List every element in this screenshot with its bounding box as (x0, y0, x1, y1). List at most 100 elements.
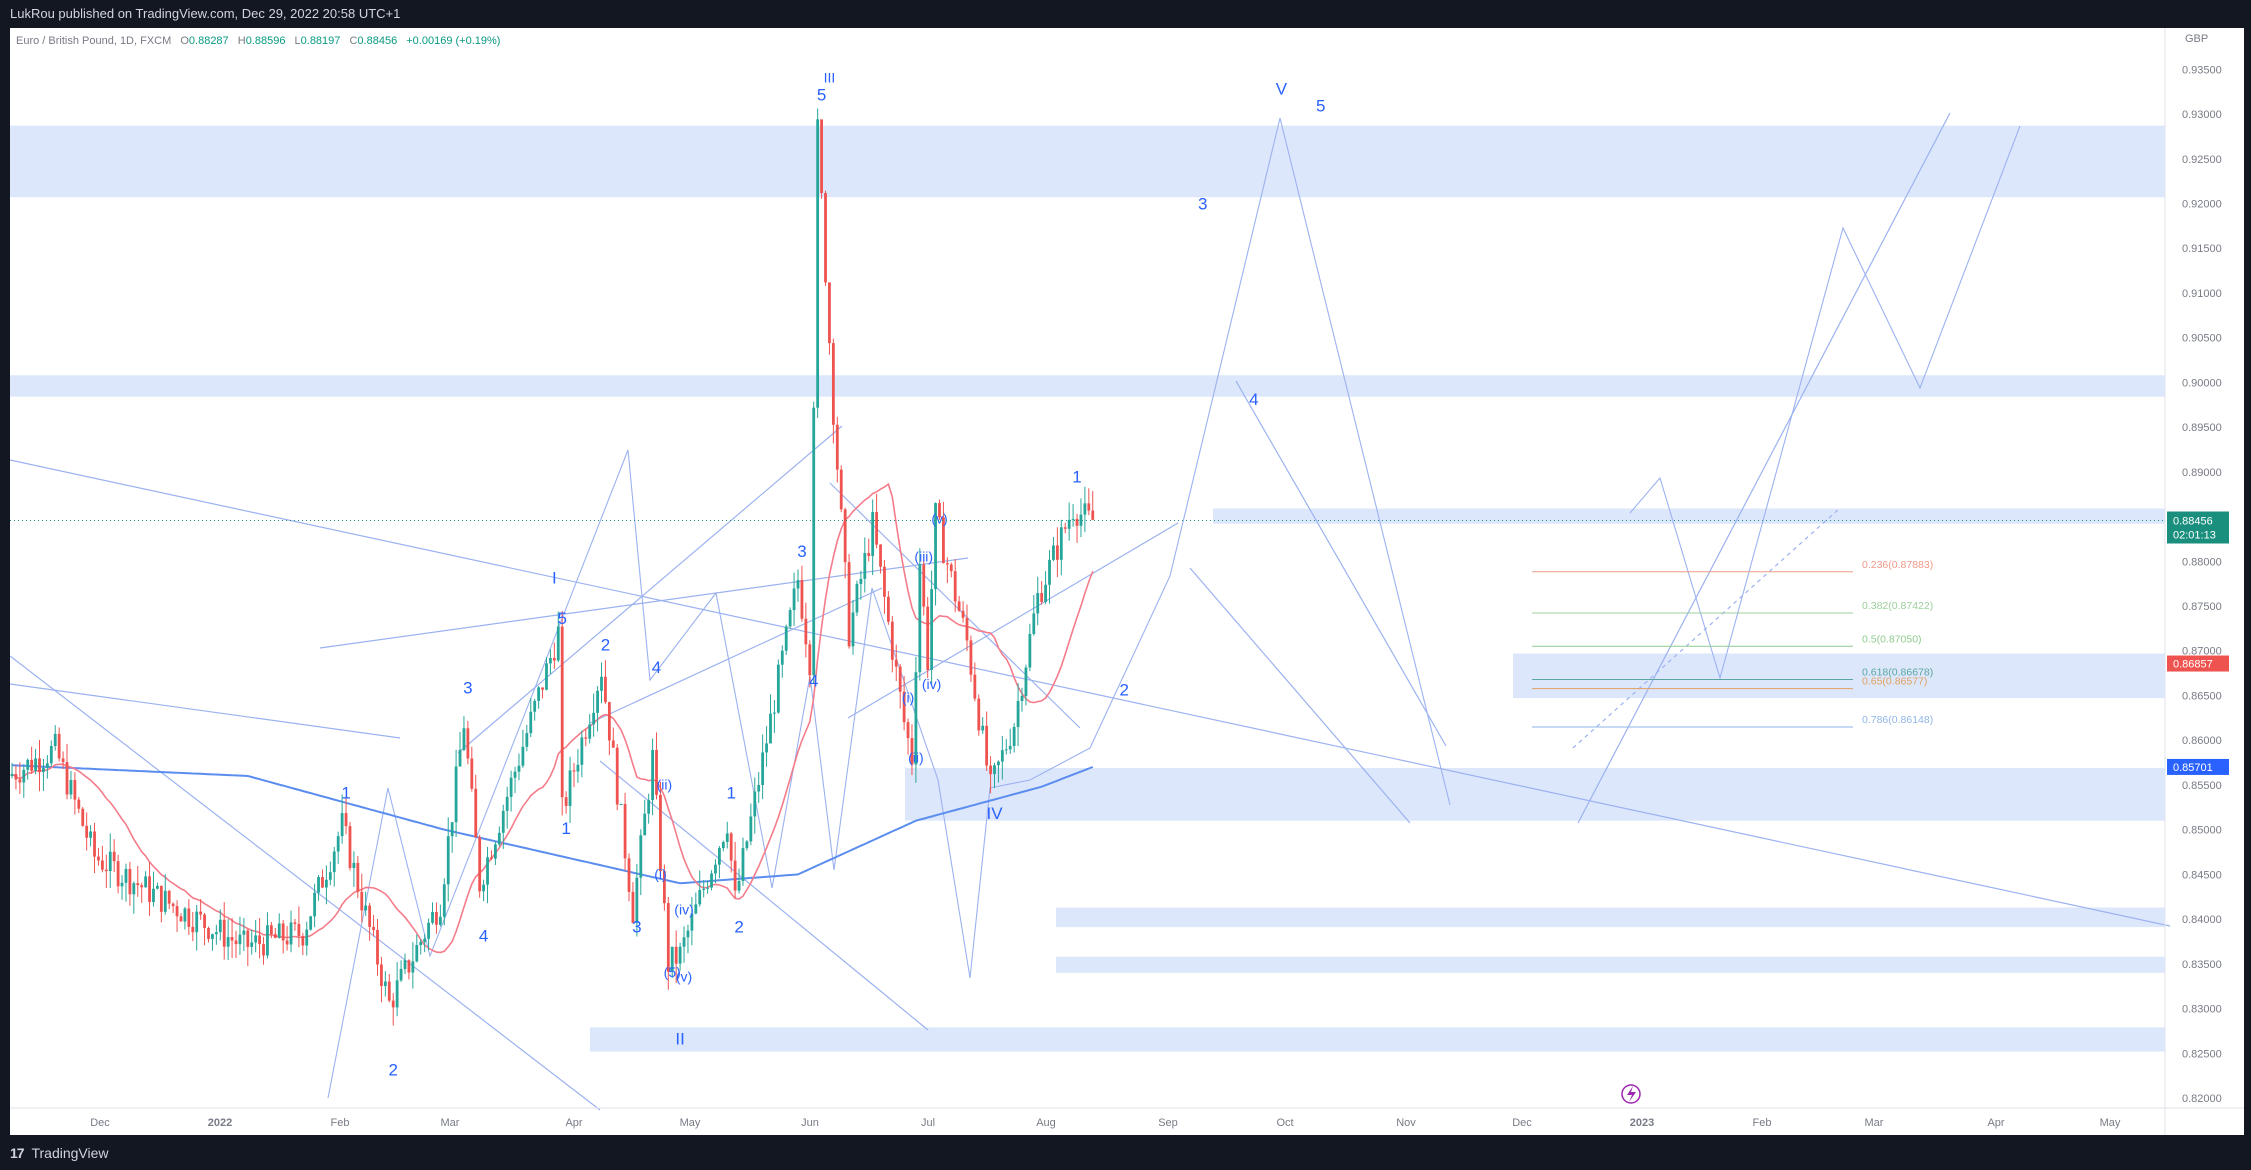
time-tick-label: Mar (441, 1117, 460, 1129)
candle-body (423, 938, 427, 942)
symbol-legend[interactable]: Euro / British Pound, 1D, FXCM O0.88287 … (16, 35, 500, 47)
candle (183, 906, 187, 930)
candle (262, 936, 265, 965)
candle (380, 956, 383, 1003)
candle-body (26, 759, 30, 770)
candle-body (124, 868, 128, 883)
candle (725, 821, 729, 849)
candle-body (100, 860, 104, 870)
price-tick-label: 0.85500 (2182, 780, 2222, 792)
candle-body (898, 666, 902, 692)
candle-body (1036, 593, 1040, 614)
candle (435, 902, 438, 934)
support-resistance-zone (1513, 653, 2165, 699)
candle (902, 676, 906, 731)
candle (167, 889, 171, 910)
candle-body (584, 737, 588, 739)
candle-body (297, 923, 301, 937)
candle (462, 716, 466, 752)
price-tick-label: 0.82000 (2182, 1093, 2222, 1105)
candle (945, 557, 949, 584)
candle-body (879, 544, 882, 567)
candle (572, 762, 576, 788)
candle (438, 904, 442, 927)
candle (1020, 687, 1024, 712)
candle (537, 686, 541, 709)
candle-body (513, 771, 517, 778)
candle-body (415, 945, 419, 962)
wave-label: 3 (632, 918, 641, 937)
candle-body (706, 887, 710, 889)
candle-body (906, 722, 910, 739)
candle-body (977, 698, 981, 731)
candle (592, 693, 596, 737)
channel-line (847, 522, 1179, 719)
candle (930, 570, 934, 685)
candle-body (883, 566, 886, 597)
candle (336, 831, 340, 864)
candle-body (839, 469, 843, 510)
wave-label: V (1276, 79, 1288, 98)
candle-body (112, 851, 116, 862)
candle (721, 840, 725, 852)
candle-body (140, 885, 144, 888)
candle-body (721, 841, 725, 849)
zone-layer (10, 125, 2165, 1052)
candle (737, 868, 741, 894)
candle-body (97, 856, 100, 861)
candle (639, 829, 643, 896)
candle (914, 656, 918, 783)
candle-body (203, 914, 206, 928)
candle-body (438, 916, 442, 925)
fib-level-label: 0.786(0.86148) (1862, 714, 1933, 726)
chart-frame[interactable]: 0.236(0.87883) 0.382(0.87422) 0.5(0.87050)… (9, 28, 2244, 1135)
candle (855, 580, 859, 617)
channel-line (319, 557, 969, 649)
candle-body (132, 883, 136, 895)
tradingview-logo-icon[interactable]: 17 (10, 1145, 25, 1161)
candle-body (470, 758, 474, 789)
candle (1079, 498, 1083, 538)
candle-body (674, 946, 678, 964)
candle-body (1067, 519, 1071, 529)
price-tick-label: 0.85000 (2182, 825, 2222, 837)
wave-label: (v) (931, 511, 947, 527)
candle (179, 913, 183, 922)
wave-label: (iii) (914, 548, 933, 564)
footer-brand[interactable]: TradingView (31, 1145, 109, 1161)
event-icon[interactable] (1621, 1084, 1641, 1104)
candle (1040, 581, 1044, 605)
price-tick-label: 0.83000 (2182, 1004, 2222, 1016)
candle (81, 806, 85, 827)
candle-body (501, 810, 505, 833)
candle-body (831, 343, 835, 425)
candle-body (600, 676, 603, 691)
price-tick-label: 0.82500 (2182, 1048, 2222, 1060)
candle-body (383, 981, 387, 987)
channel-line (589, 587, 883, 724)
candle-body (784, 626, 788, 651)
candle-body (525, 733, 529, 747)
candlestick-chart[interactable]: 0.236(0.87883) 0.382(0.87422) 0.5(0.87050)… (9, 28, 2244, 1135)
candle (391, 993, 395, 1026)
candle (969, 635, 973, 683)
candle (784, 624, 788, 655)
wave-label: 1 (1072, 468, 1081, 487)
candle-body (1004, 749, 1008, 751)
candle (1024, 664, 1028, 706)
candle (403, 953, 407, 974)
candle (466, 720, 470, 765)
candle-body (808, 644, 812, 676)
candle (698, 870, 702, 907)
high-value: 0.88596 (246, 35, 286, 47)
candle-body (285, 940, 289, 945)
candle-body (682, 937, 686, 947)
candle-body (945, 563, 949, 565)
candle (148, 862, 151, 916)
candle (694, 892, 698, 915)
candle (313, 883, 317, 928)
channel-line (457, 425, 843, 754)
low-label: L (295, 35, 301, 47)
wave-label: 3 (463, 679, 472, 698)
candle (1016, 683, 1020, 746)
